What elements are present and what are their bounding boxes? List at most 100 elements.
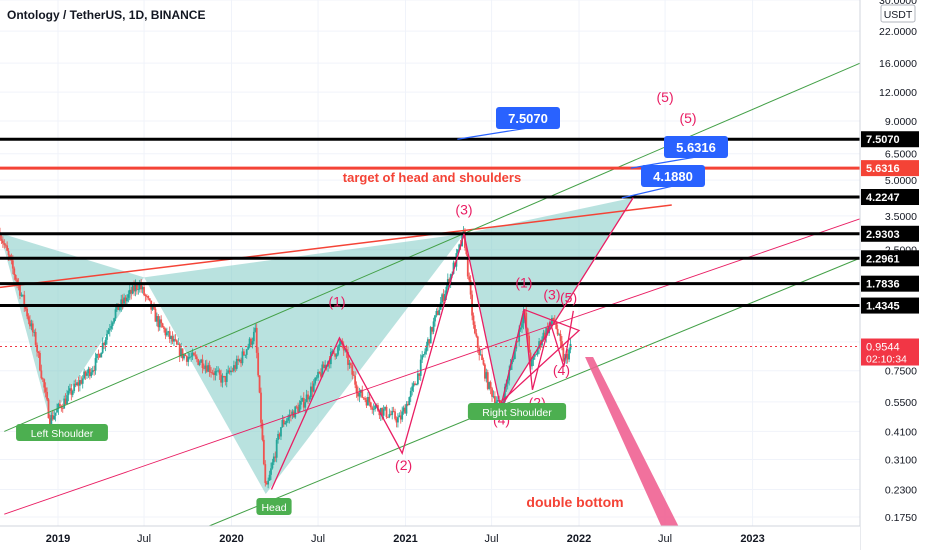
candle-body (171, 336, 174, 342)
candle-body (207, 365, 210, 372)
candle-body (144, 295, 147, 297)
candle-body (387, 416, 389, 418)
candle-body (372, 409, 375, 410)
candle-body (298, 404, 301, 413)
candle-body (466, 254, 469, 277)
candle-body (365, 399, 368, 406)
level-tag-bg (861, 160, 919, 177)
candle-body (232, 365, 235, 371)
candle-body (311, 386, 314, 392)
triangle-outline (502, 308, 581, 401)
left-shoulder-label-bg (16, 424, 108, 441)
candle-body (351, 365, 354, 375)
candle-body (73, 383, 76, 392)
currency-button[interactable]: USDT (880, 4, 916, 23)
candle-body (478, 347, 481, 356)
candle-body (100, 352, 103, 358)
candle-body (411, 386, 414, 391)
candle-body (436, 311, 439, 315)
candle-body (371, 407, 374, 410)
candle-body (445, 286, 448, 295)
candle-body (404, 407, 406, 414)
candle-body (319, 373, 322, 377)
candle-body (545, 327, 548, 338)
candle-body (24, 306, 27, 309)
channel-lower-line (208, 257, 861, 527)
candle-body (110, 325, 113, 329)
candle-body (493, 396, 496, 404)
candle-body (151, 306, 154, 310)
candle-body (165, 332, 168, 336)
candle-body (183, 354, 185, 359)
candle-body (208, 365, 211, 373)
candle-body (555, 322, 558, 329)
candle-body (181, 348, 184, 359)
candle-body (133, 285, 135, 292)
candle-body (409, 390, 412, 398)
level-tag-bg (861, 297, 919, 314)
candle-body (97, 353, 100, 355)
candle-body (30, 323, 33, 327)
level-tag-bg (861, 189, 919, 206)
candle-body (37, 351, 40, 353)
head-label-bg (256, 498, 292, 515)
candle-body (94, 358, 97, 371)
candle-body (561, 341, 563, 348)
candle-body (184, 354, 187, 356)
candle-body (47, 399, 50, 419)
price-tick-label: 0.4100 (885, 426, 917, 438)
candle-body (227, 370, 230, 373)
candle-body (221, 375, 224, 383)
candle-body (98, 354, 101, 358)
candle-body (285, 420, 288, 423)
candle-body (566, 353, 569, 360)
candle-body (228, 370, 231, 373)
candle-body (107, 330, 110, 334)
time-tick-label: 2021 (393, 533, 417, 545)
candle-body (170, 336, 173, 339)
candle-body (63, 398, 66, 409)
candle-body (66, 395, 68, 405)
candle-body (238, 359, 241, 362)
wave-path-small (499, 309, 574, 408)
candle-body (310, 386, 312, 398)
candle-body (71, 391, 74, 395)
candle-body (295, 406, 298, 408)
candle-body (432, 321, 435, 332)
candle-body (6, 245, 9, 251)
candle-body (394, 411, 396, 419)
wave-label: (1) (328, 294, 345, 310)
wave-label: (4) (553, 362, 570, 378)
candle-body (101, 342, 104, 353)
candle-body (241, 351, 244, 364)
candle-body (27, 316, 30, 321)
candle-body (49, 418, 51, 427)
candle-body (418, 373, 421, 376)
candle-body (364, 398, 367, 400)
candle-body (154, 308, 157, 322)
candle-body (287, 417, 289, 421)
price-tick-label: 0.7500 (885, 366, 917, 378)
candle-body (255, 327, 258, 353)
candle-body (51, 415, 54, 420)
candle-body (141, 287, 144, 290)
candle-body (426, 339, 429, 346)
candle-body (395, 418, 398, 423)
candle-body (91, 370, 94, 373)
candle-body (218, 370, 221, 375)
candle-body (164, 329, 167, 336)
candle-body (556, 328, 559, 335)
price-tick-label: 30.0000 (879, 0, 917, 7)
candle-body (334, 353, 337, 357)
candle-body (90, 372, 93, 377)
price-tick-label: 3.5000 (885, 211, 917, 223)
candle-body (282, 420, 285, 425)
candle-body (123, 297, 125, 304)
candle-body (533, 354, 536, 357)
wave-label: (5) (657, 89, 674, 105)
candle-body (408, 397, 411, 406)
candle-body (314, 377, 317, 384)
candle-body (342, 344, 345, 351)
